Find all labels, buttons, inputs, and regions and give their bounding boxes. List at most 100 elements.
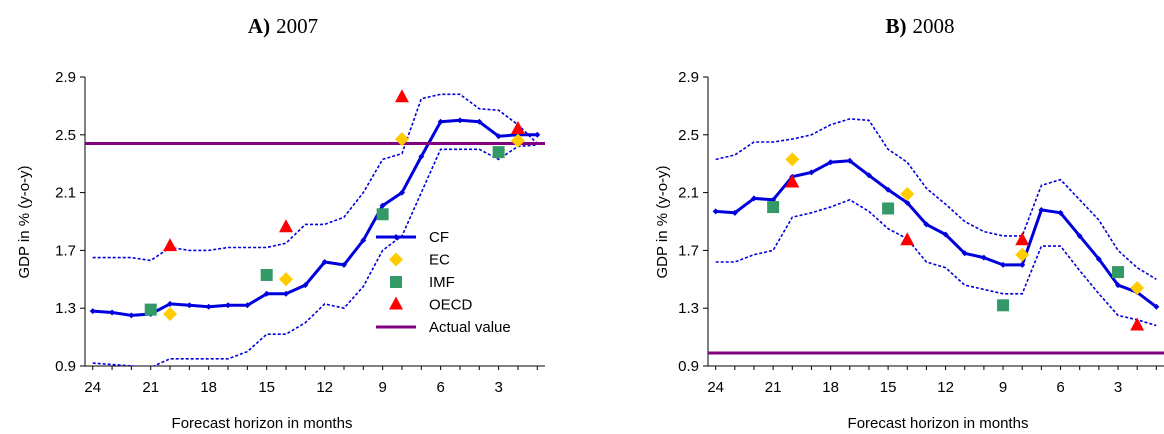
panel-a-cf-point xyxy=(128,312,135,319)
panel-b-cf-point xyxy=(885,186,892,193)
panel-b-cf-point xyxy=(865,172,872,179)
panel-b-y-tick-label: 0.9 xyxy=(678,358,699,375)
panel-b-oecd-point xyxy=(900,232,915,246)
panel-a-cf-point xyxy=(398,189,405,196)
panel-a-cf-point xyxy=(186,302,193,309)
panel-a-legend-oecd-label: OECD xyxy=(429,297,473,314)
panel-a-cf-line xyxy=(92,118,538,317)
panel-a-cf-band-lower-line xyxy=(92,144,538,366)
panel-a-y-tick-label: 2.9 xyxy=(55,69,76,86)
panel-b-cf-point xyxy=(961,250,968,257)
panel-b-x-tick-label: 18 xyxy=(822,379,839,396)
panel-a-y-tick-label: 0.9 xyxy=(55,358,76,375)
panel-a-x-axis-title: Forecast horizon in months xyxy=(172,415,353,432)
panel-b-cf-point xyxy=(1019,261,1026,268)
panel-a-oecd-point xyxy=(394,89,409,103)
panel-b-imf-point xyxy=(997,299,1010,312)
panel-a-x-tick-label: 21 xyxy=(142,379,159,396)
panel-a-legend-ec-swatch xyxy=(389,252,403,267)
panel-a-cf-point xyxy=(379,202,386,209)
panel-a-cf-point xyxy=(340,261,347,268)
panel-b-plot-area xyxy=(708,118,1164,355)
panel-b-cf-point xyxy=(904,199,911,206)
panel-a-x-tick-label: 15 xyxy=(258,379,275,396)
panel-b-ec-point xyxy=(1015,247,1030,262)
panel-b-y-tick-label: 2.1 xyxy=(678,185,699,202)
panel-b-cf-point xyxy=(808,169,815,176)
panel-b-imf-point xyxy=(1112,266,1125,279)
panel-b-year: 2008 xyxy=(913,14,955,38)
panel-b-oecd-point xyxy=(1130,317,1145,331)
panel-a-oecd-point xyxy=(510,121,525,135)
panel-b-title: B) 2008 xyxy=(886,14,955,38)
panel-b-label: B) xyxy=(886,14,907,38)
panel-a-legend-ec-label: EC xyxy=(429,252,450,269)
panel-a-cf-point xyxy=(109,309,116,316)
panel-b-cf-band-lower-line xyxy=(715,198,1157,327)
panel-a-cf-point xyxy=(205,303,212,310)
panel-a-y-tick-label: 2.5 xyxy=(55,127,76,144)
panel-b-cf-point xyxy=(1038,206,1045,213)
panel-a-year: 2007 xyxy=(276,14,318,38)
panel-a-y-tick-label: 2.1 xyxy=(55,185,76,202)
panel-b-y-tick-label: 2.9 xyxy=(678,69,699,86)
panel-a: A) 2007 Forecast horizon in months GDP in… xyxy=(16,14,545,432)
panel-a-x-tick-label: 24 xyxy=(84,379,101,396)
panel-b-x-tick-label: 15 xyxy=(880,379,897,396)
panel-a-y-tick-label: 1.7 xyxy=(55,242,76,259)
panel-b-cf-point xyxy=(712,208,719,215)
panel-b-x-tick-label: 24 xyxy=(707,379,724,396)
panel-b-cf-point xyxy=(846,157,853,164)
panel-a-label: A) xyxy=(248,14,270,38)
panel-a-x-tick-label: 3 xyxy=(494,379,502,396)
panel-b-oecd-point xyxy=(1015,232,1030,246)
panel-a-cf-point xyxy=(495,133,502,140)
panel-a-ec-point xyxy=(394,132,409,147)
panel-a-cf-point xyxy=(89,308,96,315)
panel-b-x-tick-label: 12 xyxy=(937,379,954,396)
panel-a-cf-point xyxy=(456,117,463,124)
panel-b-cf-point xyxy=(1076,232,1083,239)
panel-a-cf-point xyxy=(476,118,483,125)
panel-a-title: A) 2007 xyxy=(248,14,318,38)
panel-b-y-tick-label: 1.7 xyxy=(678,242,699,259)
panel-b: B) 2008 Forecast horizon in months GDP in… xyxy=(654,14,1164,432)
panel-a-y-axis-title: GDP in % (y-o-y) xyxy=(16,165,33,278)
panel-b-cf-point xyxy=(731,209,738,216)
panel-b-cf-point xyxy=(1000,261,1007,268)
panel-b-imf-point xyxy=(882,202,895,215)
panel-a-legend-cf-label: CF xyxy=(429,229,449,246)
panel-b-x-tick-label: 21 xyxy=(765,379,782,396)
panel-b-cf-point xyxy=(827,159,834,166)
panel-b-cf-band-upper-line xyxy=(715,118,1157,280)
panel-b-cf-point xyxy=(942,231,949,238)
panel-a-legend-imf-label: IMF xyxy=(429,274,455,291)
panel-a-imf-point xyxy=(144,303,157,316)
panel-b-cf-point xyxy=(750,195,757,202)
panel-b-cf-point xyxy=(923,221,930,228)
panel-b-cf-point xyxy=(1095,256,1102,263)
panel-a-cf-point xyxy=(167,300,174,307)
panel-b-cf-point xyxy=(1115,282,1122,289)
panel-a-legend-imf-swatch xyxy=(390,276,402,288)
panel-a-legend-actual-value-label: Actual value xyxy=(429,319,511,336)
panel-a-cf-point xyxy=(360,237,367,244)
panel-a-ec-point xyxy=(163,306,178,321)
panel-a-oecd-point xyxy=(163,238,178,252)
panel-a-y-tick-label: 1.3 xyxy=(55,300,76,317)
panel-b-cf-point xyxy=(980,254,987,261)
panel-a-cf-point xyxy=(244,302,251,309)
panel-a-imf-point xyxy=(376,208,389,221)
panel-b-ec-point xyxy=(1130,280,1145,295)
panel-a-ec-point xyxy=(279,272,294,287)
panel-a-legend-cf-swatch-marker xyxy=(393,234,399,240)
panel-a-cf-point xyxy=(418,153,425,160)
panel-a-cf-point xyxy=(263,290,270,297)
panel-a-imf-point xyxy=(492,146,505,159)
panel-a-oecd-point xyxy=(279,219,294,233)
panel-a-legend-oecd-swatch xyxy=(389,296,403,310)
panel-b-oecd-point xyxy=(785,174,800,188)
panel-a-imf-point xyxy=(260,268,273,281)
panel-b-y-tick-label: 2.5 xyxy=(678,127,699,144)
